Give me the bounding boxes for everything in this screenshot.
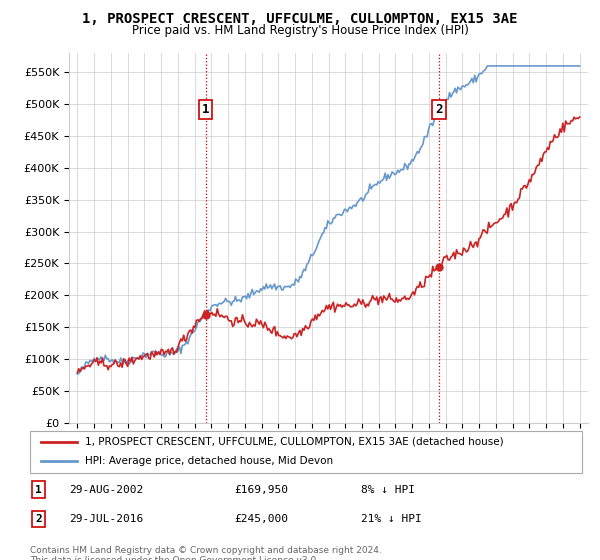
Text: 2: 2: [35, 514, 41, 524]
Text: Price paid vs. HM Land Registry's House Price Index (HPI): Price paid vs. HM Land Registry's House …: [131, 24, 469, 37]
Text: 1, PROSPECT CRESCENT, UFFCULME, CULLOMPTON, EX15 3AE: 1, PROSPECT CRESCENT, UFFCULME, CULLOMPT…: [82, 12, 518, 26]
Text: 1: 1: [202, 103, 209, 116]
Text: 1, PROSPECT CRESCENT, UFFCULME, CULLOMPTON, EX15 3AE (detached house): 1, PROSPECT CRESCENT, UFFCULME, CULLOMPT…: [85, 437, 504, 447]
FancyBboxPatch shape: [30, 431, 582, 473]
Text: 29-AUG-2002: 29-AUG-2002: [68, 484, 143, 494]
Text: HPI: Average price, detached house, Mid Devon: HPI: Average price, detached house, Mid …: [85, 456, 334, 466]
Text: 21% ↓ HPI: 21% ↓ HPI: [361, 514, 422, 524]
Text: 1: 1: [35, 484, 41, 494]
Text: 29-JUL-2016: 29-JUL-2016: [68, 514, 143, 524]
Text: 2: 2: [435, 103, 442, 116]
Text: £245,000: £245,000: [234, 514, 288, 524]
Text: £169,950: £169,950: [234, 484, 288, 494]
Text: 8% ↓ HPI: 8% ↓ HPI: [361, 484, 415, 494]
Text: Contains HM Land Registry data © Crown copyright and database right 2024.
This d: Contains HM Land Registry data © Crown c…: [30, 546, 382, 560]
